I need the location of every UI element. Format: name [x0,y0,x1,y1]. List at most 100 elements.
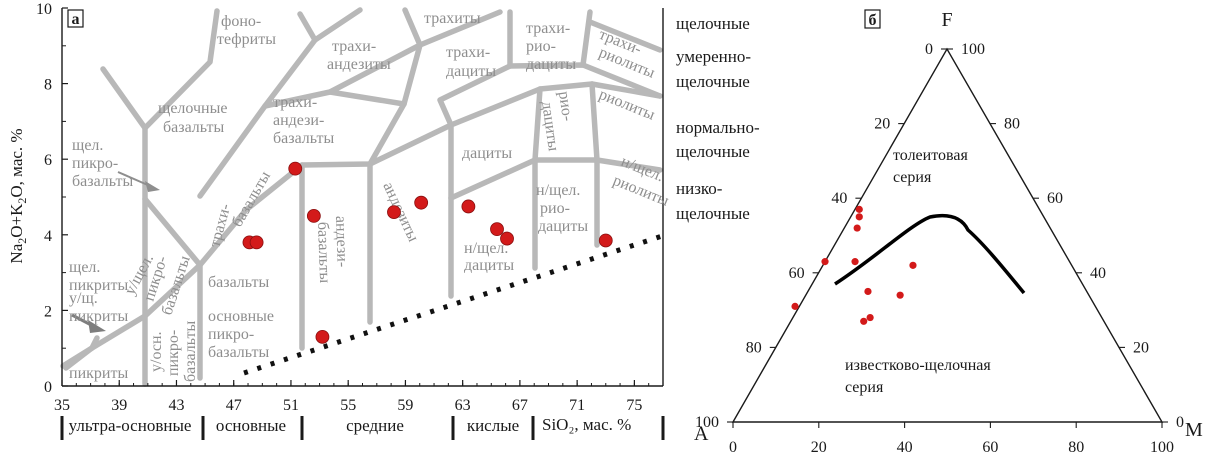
tas-diagram: 35 39 43 47 51 55 59 63 67 71 75 0 2 4 6 8 10 а Na2O+K2… [7,1,760,440]
afm-point [851,258,859,266]
x-tick-label: 35 [54,397,70,414]
field-label: трахи- [273,94,317,111]
group-acid-label: кислые [467,416,519,435]
tas-point [387,205,401,220]
vertex-a-label: A [694,423,709,445]
bottom-tick-label: 20 [811,439,827,454]
panel-b-label-box [864,9,881,29]
left-tick-label: 100 [695,414,719,431]
field-label: трахи- [446,44,490,61]
afm-data-points [791,205,917,325]
tas-data-points [242,161,613,344]
afm-point [860,317,868,325]
boundary-line [89,335,100,351]
x-tick-label: 59 [397,397,413,414]
arrow-pointer [117,171,151,187]
field-label: дациты [462,145,512,162]
tas-field-boundaries [60,7,663,387]
afm-point [909,261,917,269]
boundary-line [367,7,423,167]
y-axis-ticks: 0 2 4 6 8 10 [36,1,68,396]
field-label: щел. [72,137,103,154]
field-label: базальты [229,168,274,230]
afm-point [853,224,861,232]
field-label: щел. [69,259,100,276]
vertex-f-label: F [941,9,952,31]
region-calcalkaline: известково-щелочная [845,357,991,374]
field-label: дациты [446,63,496,80]
left-tick-label: 40 [831,190,847,207]
x-tick-label: 51 [283,397,299,414]
boundary-line [297,11,318,43]
panel-b-label: б [869,12,877,29]
field-label: тефриты [217,31,276,48]
group-separators [60,416,665,440]
afm-point [866,313,874,322]
right-tick-label: 80 [1004,116,1020,133]
alk-label: щелочные [676,14,750,33]
boundary-line [532,86,543,271]
field-label: пикриты [69,308,128,325]
boundary-line [589,81,600,248]
alk-label: щелочные [676,204,750,223]
right-tick-label: 100 [961,41,985,58]
field-label: у/щ. [69,290,98,307]
afm-point [791,302,799,310]
field-label: андезиты [327,56,391,73]
left-tick-label: 20 [874,116,890,133]
right-tick-label: 0 [1176,414,1184,431]
left-tick-label: 0 [925,41,933,58]
y-tick-label: 6 [44,152,52,169]
field-label: базальты [208,274,269,291]
tas-point [414,195,429,210]
field-label: андези- [273,112,324,129]
boundary-line [448,157,663,201]
x-tick-label: 75 [626,397,642,414]
field-label: дациты [526,56,576,73]
tas-point [461,199,476,214]
y-tick-label: 2 [44,303,52,320]
field-label: дациты [538,218,588,235]
y-tick-label: 4 [44,228,52,245]
field-label: рио- [526,38,556,55]
field-label: рио- [540,200,570,217]
region-tholeiitic: толеитовая [893,147,968,164]
group-basic-label: основные [216,416,286,435]
field-label: пикриты [69,365,128,382]
x-axis-label: SiO₂, мас. % [542,415,631,434]
boundary-line [262,9,503,109]
y-axis-label: Na2O+K2O, мас. % [7,128,29,263]
bottom-tick-label: 0 [729,439,737,454]
field-label: пикро- [165,330,182,376]
boundary-line [197,7,363,199]
y-tick-label: 10 [36,1,52,18]
arrow-head [145,181,160,192]
lower-dotted-limit [243,233,663,376]
field-label: н/щел. [536,182,580,199]
bottom-tick-label: 80 [1068,439,1084,454]
right-tick-label: 60 [1047,190,1063,207]
alk-label: нормально- [676,118,760,137]
boundary-line [60,345,95,369]
group-intermediate-label: средние [346,416,404,435]
afm-point [896,291,904,299]
group-ultra-label: ультра-основные [69,416,192,435]
boundary-line [100,66,148,387]
tas-point [249,235,264,250]
left-tick-label: 80 [746,339,762,356]
field-label: пикриты [69,277,128,294]
field-label: щелочные [158,100,227,117]
tas-point [315,329,330,344]
field-label: базальты [273,130,334,147]
alk-label: щелочные [676,72,750,91]
field-label: андези- [332,216,351,268]
tas-point [306,208,321,223]
x-tick-label: 67 [512,397,528,414]
y-tick-label: 8 [44,77,52,94]
field-label: базальты [208,344,269,361]
y-tick-label: 0 [44,379,52,396]
right-tick-label: 40 [1090,265,1106,282]
x-tick-label: 47 [226,397,242,414]
